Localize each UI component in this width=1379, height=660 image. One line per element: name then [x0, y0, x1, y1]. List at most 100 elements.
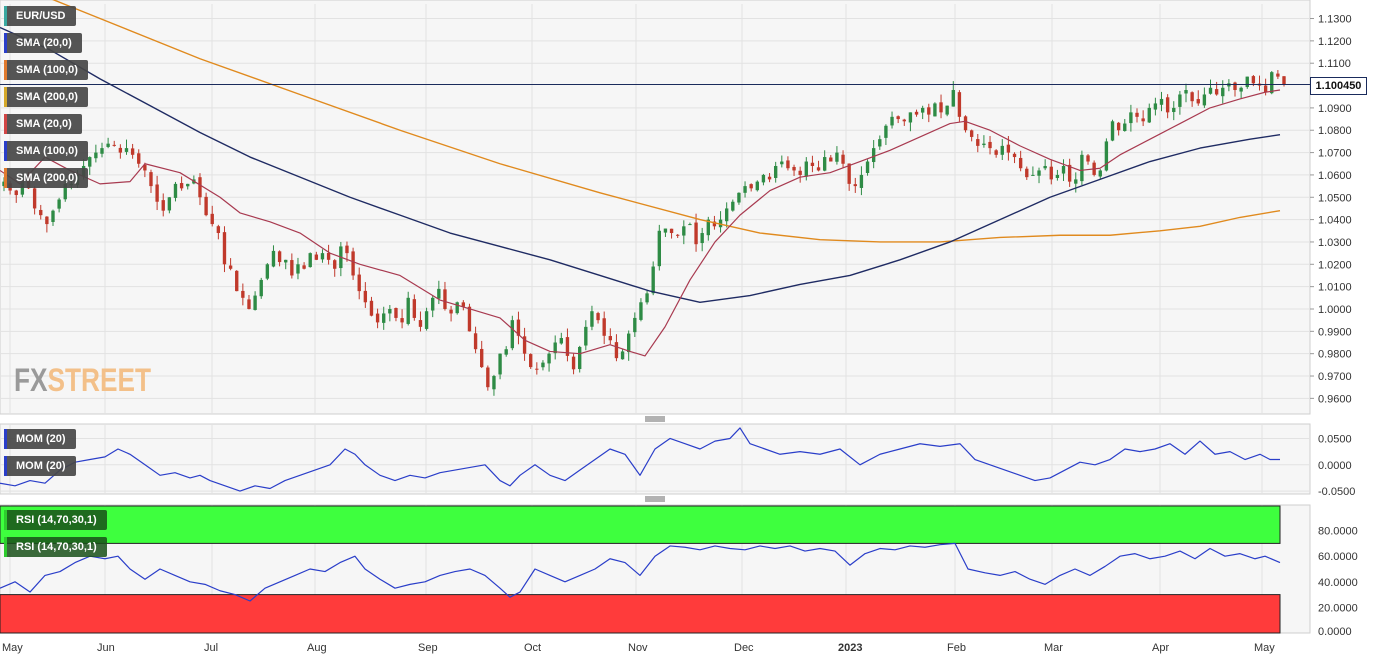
candle-body — [1012, 153, 1017, 158]
candle-body — [822, 157, 827, 171]
sma-20-line — [0, 89, 1281, 357]
candle-body — [253, 295, 257, 310]
candle-body — [363, 290, 368, 303]
legend-item[interactable]: SMA (100,0) — [4, 141, 88, 161]
candle-body — [143, 164, 147, 171]
candle-body — [1202, 94, 1207, 106]
watermark-fx: FX — [14, 362, 48, 398]
candle-body — [596, 313, 600, 321]
candle-body — [504, 349, 508, 355]
panel-splitter-2[interactable] — [645, 496, 665, 502]
candle-body — [1190, 92, 1194, 102]
legend-item[interactable]: SMA (20,0) — [4, 33, 82, 53]
candle-body — [737, 192, 741, 203]
candle-body — [706, 219, 710, 236]
legend-item[interactable]: RSI (14,70,30,1) — [4, 537, 107, 557]
candle-body — [639, 302, 643, 320]
candle-body — [100, 148, 104, 154]
candle-body — [1172, 107, 1176, 113]
candle-body — [1135, 112, 1139, 117]
legend-swatch — [4, 537, 7, 557]
month-label: Nov — [628, 642, 648, 654]
candle-body — [480, 348, 484, 368]
candle-body — [835, 152, 839, 162]
candle-body — [865, 161, 870, 174]
legend-item[interactable]: SMA (200,0) — [4, 87, 88, 107]
legend-swatch — [4, 141, 7, 161]
price-tick-label: 0.9600 — [1318, 393, 1352, 405]
price-tick-label: 1.0000 — [1318, 304, 1352, 316]
candle-body — [32, 188, 37, 209]
candle-body — [320, 253, 325, 260]
candle-body — [1067, 164, 1072, 182]
candle-body — [718, 219, 723, 228]
candle-body — [633, 317, 637, 333]
panel-splitter-1[interactable] — [645, 416, 665, 422]
price-tick-label: 1.0700 — [1318, 148, 1352, 160]
candle-body — [627, 333, 631, 353]
candle-body — [773, 165, 778, 178]
mom-tick-label: 0.0500 — [1318, 433, 1352, 445]
candle-body — [1263, 85, 1268, 93]
candle-body — [1196, 99, 1200, 104]
candle-body — [584, 326, 588, 346]
legend-item[interactable]: MOM (20) — [4, 429, 76, 449]
candle-body — [1055, 174, 1060, 178]
candle-body — [88, 157, 92, 167]
month-label: Dec — [734, 642, 754, 654]
candle-body — [896, 116, 900, 120]
candle-body — [424, 311, 429, 329]
candle-body — [1270, 72, 1274, 94]
price-tick-label: 0.9800 — [1318, 349, 1352, 361]
price-tick-label: 0.9700 — [1318, 371, 1352, 383]
candle-body — [1061, 165, 1066, 174]
candle-body — [357, 274, 361, 292]
candle-body — [792, 166, 796, 171]
legend-swatch — [4, 510, 7, 530]
legend-item[interactable]: RSI (14,70,30,1) — [4, 510, 107, 530]
candle-body — [651, 266, 655, 294]
legend-item[interactable]: EUR/USD — [4, 6, 76, 26]
candle-body — [1214, 89, 1219, 95]
candle-body — [179, 183, 184, 189]
mom-tick-label: 0.0000 — [1318, 460, 1352, 472]
candle-body — [559, 338, 564, 344]
candle-body — [314, 254, 319, 260]
candle-body — [529, 354, 533, 368]
legend-item[interactable]: MOM (20) — [4, 456, 76, 476]
mom-line — [0, 427, 1280, 492]
candle-body — [829, 157, 833, 162]
candle-body — [908, 112, 913, 123]
candle-body — [394, 307, 398, 318]
price-tick-label: 1.0500 — [1318, 192, 1352, 204]
rsi-line — [0, 542, 1281, 602]
candle-body — [351, 251, 355, 276]
rsi-tick-label: 60.0000 — [1318, 551, 1358, 563]
candle-body — [124, 148, 129, 152]
candle-body — [963, 116, 968, 131]
candle-body — [553, 342, 557, 354]
candle-body — [1153, 103, 1158, 110]
candle-body — [871, 148, 876, 163]
candle-body — [302, 265, 306, 269]
legend-label: RSI (14,70,30,1) — [16, 514, 97, 526]
candle-body — [890, 116, 894, 126]
candle-body — [63, 183, 67, 200]
legend-item[interactable]: SMA (200,0) — [4, 168, 88, 188]
candle-body — [271, 250, 276, 267]
legend-item[interactable]: SMA (100,0) — [4, 60, 88, 80]
candle-body — [1104, 141, 1109, 171]
candle-body — [333, 260, 337, 269]
legend-item[interactable]: SMA (20,0) — [4, 114, 82, 134]
candle-body — [369, 300, 374, 316]
candle-body — [786, 160, 790, 169]
candle-body — [724, 208, 729, 222]
candle-body — [969, 130, 974, 137]
candle-body — [1239, 87, 1243, 92]
candle-body — [1098, 170, 1102, 177]
candle-body — [326, 252, 331, 260]
candle-body — [1025, 168, 1029, 178]
candle-body — [45, 216, 49, 225]
oversold-zone — [0, 594, 1281, 634]
candle-body — [951, 90, 955, 107]
